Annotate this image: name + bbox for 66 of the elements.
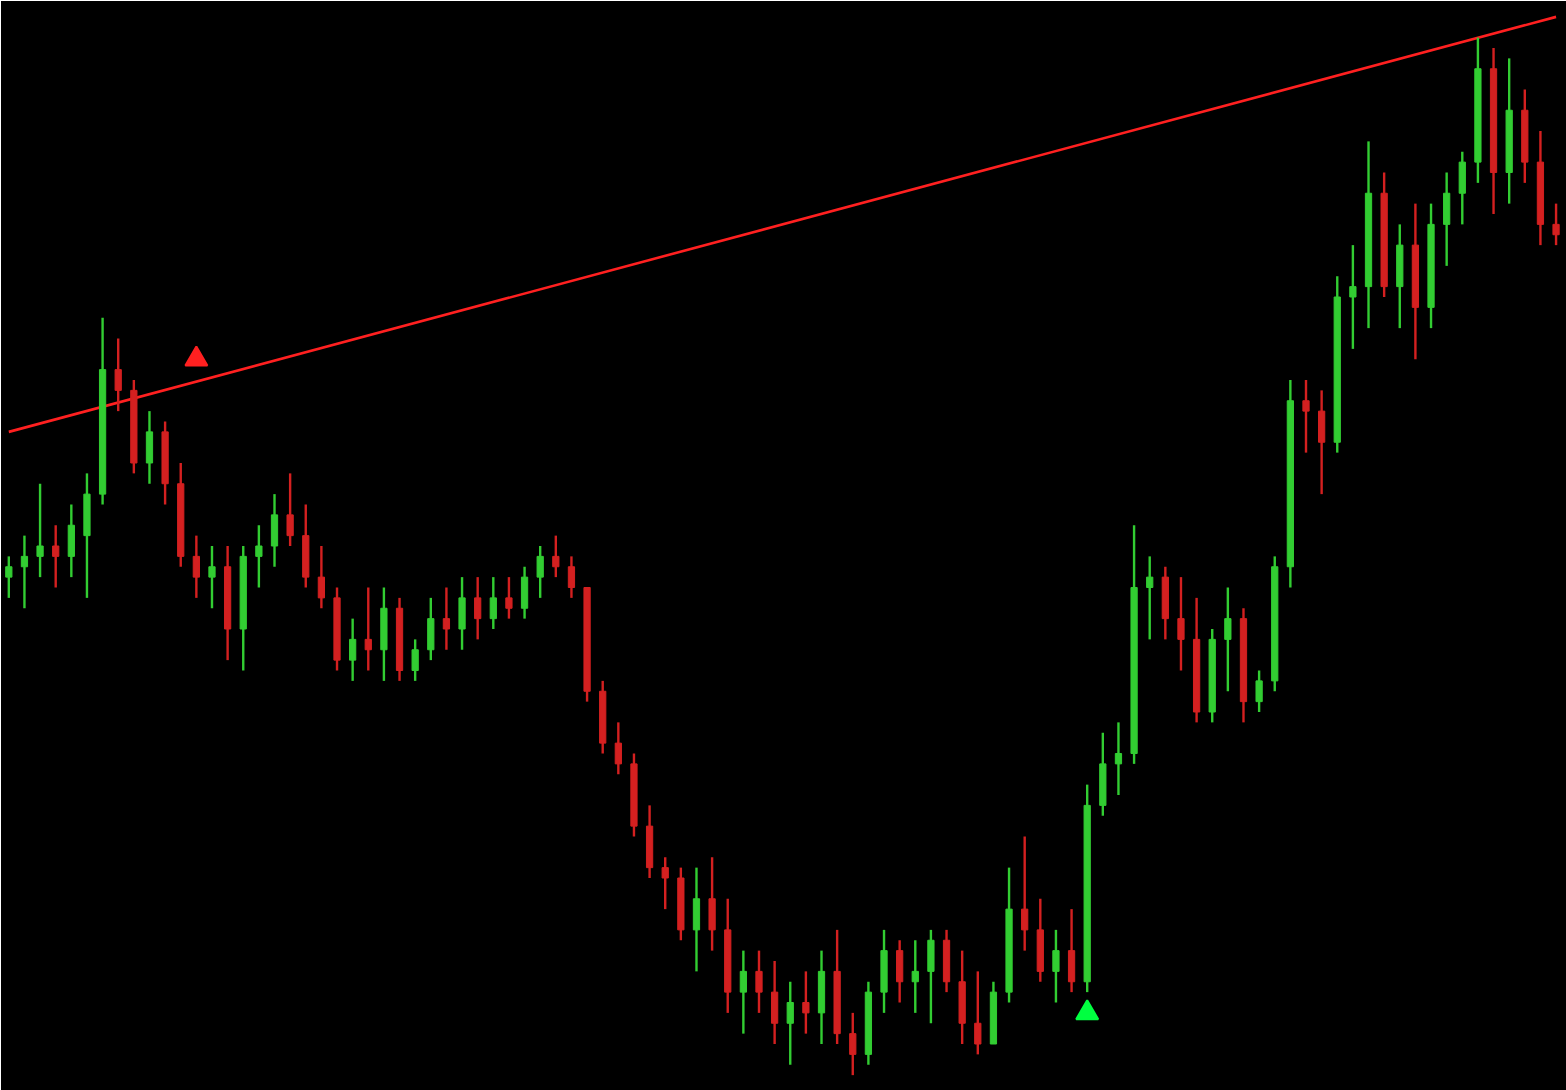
- candlestick: [20, 534, 29, 610]
- candlestick: [692, 866, 701, 973]
- candlestick: [645, 804, 654, 880]
- candlestick: [520, 565, 529, 620]
- candlestick: [708, 856, 716, 952]
- candlestick: [489, 575, 497, 631]
- candlestick: [1443, 171, 1451, 268]
- candlestick: [1052, 928, 1060, 1004]
- candlestick: [286, 472, 294, 548]
- candlestick: [1177, 575, 1185, 672]
- candlestick: [52, 524, 60, 589]
- candlestick: [1067, 907, 1076, 994]
- candlestick: [896, 939, 904, 1004]
- candlestick: [1552, 202, 1560, 247]
- candlestick: [270, 492, 279, 568]
- candlestick: [208, 544, 216, 610]
- candlestick: [67, 503, 75, 579]
- candlestick: [817, 949, 826, 1046]
- candlestick: [1224, 586, 1232, 693]
- candlestick: [380, 586, 388, 683]
- candlestick: [614, 721, 622, 776]
- candlestick: [1114, 721, 1123, 797]
- candlestick: [474, 575, 482, 641]
- candlestick: [505, 575, 513, 620]
- candlestick: [1036, 897, 1044, 983]
- candlestick: [145, 409, 154, 485]
- candlestick: [5, 555, 13, 600]
- candlestick: [442, 586, 451, 651]
- candlestick: [1349, 243, 1357, 351]
- candlestick: [1458, 150, 1466, 226]
- candlestick: [1255, 669, 1263, 714]
- candlestick: [364, 586, 372, 672]
- candlestick: [802, 970, 810, 1035]
- candlestick: [880, 928, 888, 1015]
- candlestick: [1146, 555, 1154, 641]
- candlestick: [1099, 731, 1107, 817]
- candlestick: [192, 534, 200, 600]
- candlestick: [771, 959, 779, 1046]
- candlestick: [942, 928, 951, 994]
- candlestick: [427, 596, 435, 662]
- candlestick: [661, 856, 669, 911]
- candlestick: [849, 1011, 857, 1077]
- candlestick: [317, 544, 326, 610]
- candlestick: [567, 555, 576, 600]
- candlestick: [458, 575, 466, 651]
- candlestick: [36, 482, 44, 579]
- candlestick: [911, 939, 919, 1015]
- candlestick: [1396, 223, 1404, 330]
- candlestick: [755, 949, 763, 1015]
- candlestick: [1161, 565, 1169, 641]
- candlestick: [927, 928, 935, 1025]
- candlestick: [1021, 835, 1029, 952]
- candlestick: [958, 949, 966, 1046]
- candlestick: [114, 337, 122, 413]
- candlestick: [302, 503, 310, 589]
- candlestick: [349, 617, 357, 683]
- candlestick: [552, 534, 560, 579]
- candlestick: [411, 638, 419, 683]
- candlestick: [739, 949, 747, 1035]
- candlestick: [1318, 389, 1326, 496]
- candlestick: [83, 472, 91, 600]
- candlestick: [255, 524, 263, 589]
- candlestick: [786, 980, 794, 1066]
- candlestick: [974, 970, 982, 1056]
- candlestick: [1302, 378, 1310, 454]
- candlestick: [536, 544, 544, 600]
